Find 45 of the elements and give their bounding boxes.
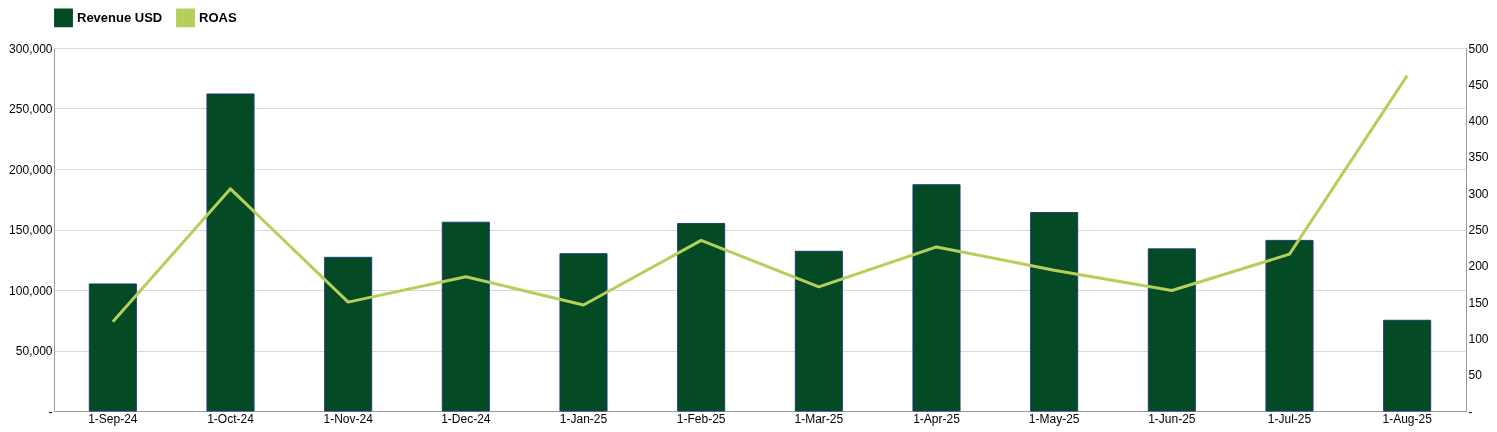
y2-tick-label: - bbox=[1468, 404, 1473, 419]
bar bbox=[441, 221, 490, 412]
y2-tick-label: 300 bbox=[1468, 186, 1489, 201]
bar bbox=[1383, 319, 1432, 412]
y2-tick-label: 450 bbox=[1468, 77, 1489, 92]
y2-tick-label: 400 bbox=[1468, 114, 1489, 129]
bar bbox=[1147, 248, 1196, 412]
x-tick-label: 1-Apr-25 bbox=[913, 411, 961, 426]
y2-tick-label: 350 bbox=[1468, 150, 1489, 165]
x-tick-label: 1-Dec-24 bbox=[441, 411, 491, 426]
bar bbox=[88, 283, 137, 412]
x-tick-label: 1-Jul-25 bbox=[1267, 411, 1312, 426]
y-tick-label: 300,000 bbox=[9, 41, 53, 56]
y2-tick-label: 500 bbox=[1468, 41, 1489, 56]
y-tick-label: 200,000 bbox=[9, 162, 53, 177]
x-tick-label: 1-Nov-24 bbox=[323, 411, 374, 426]
bar bbox=[1265, 239, 1314, 412]
y-tick-label: 250,000 bbox=[9, 102, 53, 116]
y2-tick-label: 100 bbox=[1468, 331, 1489, 346]
x-tick-label: 1-Oct-24 bbox=[207, 411, 255, 426]
bar bbox=[912, 184, 961, 412]
x-tick-label: 1-Aug-25 bbox=[1382, 411, 1433, 426]
x-tick-label: 1-Mar-25 bbox=[794, 411, 844, 426]
legend-label: ROAS bbox=[199, 9, 237, 25]
bar bbox=[1030, 212, 1079, 412]
bar bbox=[794, 250, 843, 412]
y2-tick-label: 150 bbox=[1468, 295, 1489, 310]
x-tick-label: 1-Jan-25 bbox=[559, 411, 608, 426]
bar bbox=[677, 222, 726, 412]
y2-tick-label: 200 bbox=[1468, 259, 1489, 274]
legend-label: Revenue USD bbox=[77, 9, 163, 25]
bar bbox=[559, 253, 608, 412]
y2-tick-label: 250 bbox=[1468, 223, 1489, 237]
x-tick-label: 1-Sep-24 bbox=[88, 411, 138, 426]
x-tick-label: 1-May-25 bbox=[1028, 411, 1080, 426]
x-tick-label: 1-Feb-25 bbox=[676, 411, 726, 426]
y-tick-label: 50,000 bbox=[15, 344, 53, 358]
y2-tick-label: 50 bbox=[1468, 368, 1483, 383]
y-tick-label: - bbox=[48, 404, 53, 419]
x-tick-label: 1-Jun-25 bbox=[1148, 411, 1196, 426]
bar bbox=[206, 93, 255, 412]
bar bbox=[324, 256, 373, 412]
line-series bbox=[111, 74, 1409, 324]
y-tick-label: 150,000 bbox=[9, 223, 53, 237]
y-tick-label: 100,000 bbox=[9, 283, 53, 298]
